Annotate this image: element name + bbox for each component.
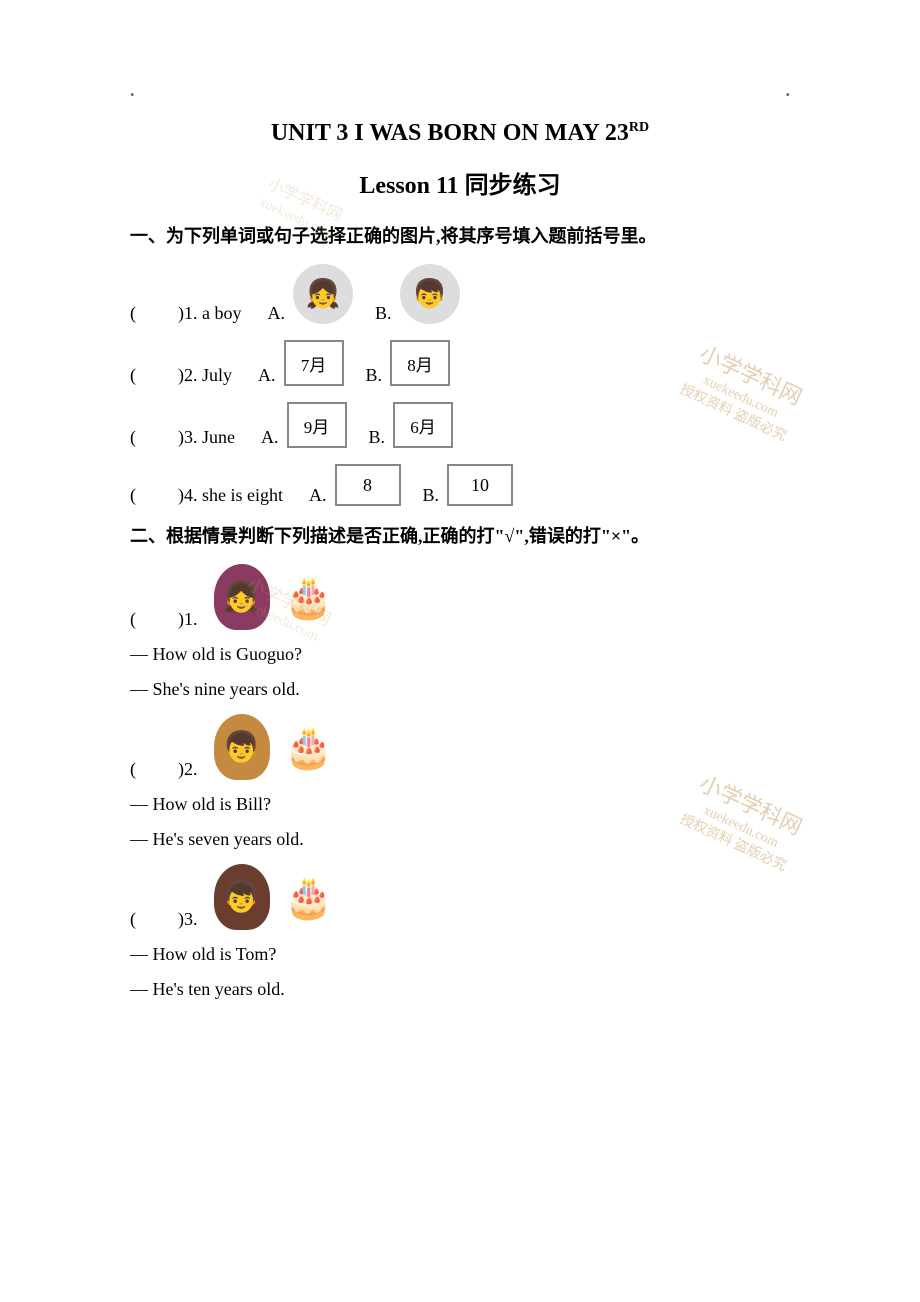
q1-opt-b-label: B. (375, 303, 392, 324)
cake-icon: 🎂 (274, 564, 344, 630)
q2-label: )2. July (178, 365, 232, 386)
q2-opt-a-label: A. (258, 365, 276, 386)
question-1: ( )1. a boy A. 👧 B. 👦 (130, 264, 790, 324)
question-4: ( )4. she is eight A. 8 B. 10 (130, 464, 790, 506)
s2-question-1: ( )1. 👧 🎂 (130, 564, 790, 630)
question-3: ( )3. June A. 9月 B. 6月 (130, 402, 790, 448)
q3-label: )3. June (178, 427, 235, 448)
q3-opt-a-label: A. (261, 427, 279, 448)
s2q2-label: )2. (178, 759, 198, 780)
number-box-10: 10 (447, 464, 513, 506)
paren-open: ( (130, 303, 136, 324)
corner-dot-right: . (786, 80, 791, 101)
s2q1-line1: — How old is Guoguo? (130, 644, 790, 665)
boy-face-icon: 👦 (400, 264, 460, 324)
q1-opt-a-label: A. (267, 303, 285, 324)
q4-opt-a-label: A. (309, 485, 327, 506)
q1-label: )1. a boy (178, 303, 241, 324)
paren-open: ( (130, 485, 136, 506)
unit-title: UNIT 3 I WAS BORN ON MAY 23RD (130, 120, 790, 147)
s2q2-line1: — How old is Bill? (130, 794, 790, 815)
boy-tom-icon: 👦 (214, 864, 270, 930)
watermark: 小学学科网xuekeedu.com 授权资料 盗版必究 (676, 769, 808, 877)
calendar-box-6: 6月 (393, 402, 453, 448)
paren-open: ( (130, 427, 136, 448)
boy-bill-icon: 👦 (214, 714, 270, 780)
s2q1-label: )1. (178, 609, 198, 630)
paren-open: ( (130, 909, 136, 930)
s2-question-3: ( )3. 👦 🎂 (130, 864, 790, 930)
calendar-box-8: 8月 (390, 340, 450, 386)
q4-opt-b-label: B. (423, 485, 440, 506)
paren-open: ( (130, 609, 136, 630)
paren-open: ( (130, 365, 136, 386)
cake-icon: 🎂 (274, 714, 344, 780)
cake-icon: 🎂 (274, 864, 344, 930)
calendar-box-9: 9月 (287, 402, 347, 448)
s2q3-line2: — He's ten years old. (130, 979, 790, 1000)
girl-face-icon: 👧 (293, 264, 353, 324)
paren-open: ( (130, 759, 136, 780)
number-box-8: 8 (335, 464, 401, 506)
calendar-box-7: 7月 (284, 340, 344, 386)
q3-opt-b-label: B. (369, 427, 386, 448)
s2q2-line2: — He's seven years old. (130, 829, 790, 850)
section-2-heading: 二、根据情景判断下列描述是否正确,正确的打"√",错误的打"×"。 (130, 522, 790, 548)
question-2: ( )2. July A. 7月 B. 8月 (130, 340, 790, 386)
lesson-title: Lesson 11 同步练习 (130, 165, 790, 200)
q4-label: )4. she is eight (178, 485, 283, 506)
s2-question-2: ( )2. 👦 🎂 (130, 714, 790, 780)
s2q3-line1: — How old is Tom? (130, 944, 790, 965)
girl-guoguo-icon: 👧 (214, 564, 270, 630)
s2q1-line2: — She's nine years old. (130, 679, 790, 700)
q2-opt-b-label: B. (366, 365, 383, 386)
section-1-heading: 一、为下列单词或句子选择正确的图片,将其序号填入题前括号里。 (130, 222, 790, 248)
s2q3-label: )3. (178, 909, 198, 930)
corner-dot-left: . (130, 80, 135, 101)
